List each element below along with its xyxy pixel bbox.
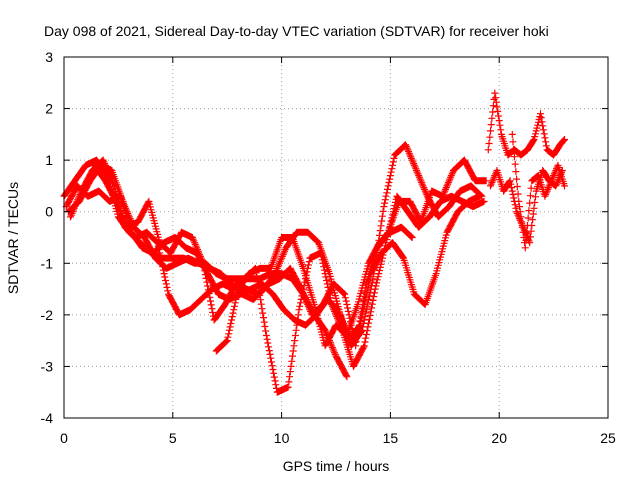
y-tick-label: 1 bbox=[45, 152, 53, 168]
y-tick-label: -1 bbox=[41, 255, 54, 271]
y-tick-label: 0 bbox=[45, 204, 53, 220]
y-tick-label: -4 bbox=[41, 410, 54, 426]
x-axis-label: GPS time / hours bbox=[283, 458, 390, 474]
series-track-2 bbox=[64, 141, 486, 350]
plot-area bbox=[60, 89, 568, 396]
x-tick-label: 10 bbox=[274, 430, 290, 446]
series-track-6 bbox=[212, 223, 416, 355]
y-tick-label: 2 bbox=[45, 101, 53, 117]
x-tick-label: 5 bbox=[169, 430, 177, 446]
x-tick-label: 0 bbox=[60, 430, 68, 446]
series-track-5 bbox=[91, 156, 490, 350]
axis-ticks: 0 5 10 15 20 25 -4 -3 -2 -1 0 1 2 3 bbox=[41, 49, 616, 446]
chart-title: Day 098 of 2021, Sidereal Day-to-day VTE… bbox=[44, 23, 549, 39]
y-tick-label: -2 bbox=[41, 307, 54, 323]
y-tick-label: 3 bbox=[45, 49, 53, 65]
series-track-9 bbox=[508, 130, 568, 252]
series-track-7 bbox=[484, 89, 568, 159]
x-tick-label: 25 bbox=[600, 430, 616, 446]
x-tick-label: 15 bbox=[383, 430, 399, 446]
plot-frame bbox=[63, 56, 609, 419]
x-tick-label: 20 bbox=[491, 430, 507, 446]
y-axis-label: SDTVAR / TECUs bbox=[5, 182, 21, 294]
y-tick-label: -3 bbox=[41, 358, 54, 374]
